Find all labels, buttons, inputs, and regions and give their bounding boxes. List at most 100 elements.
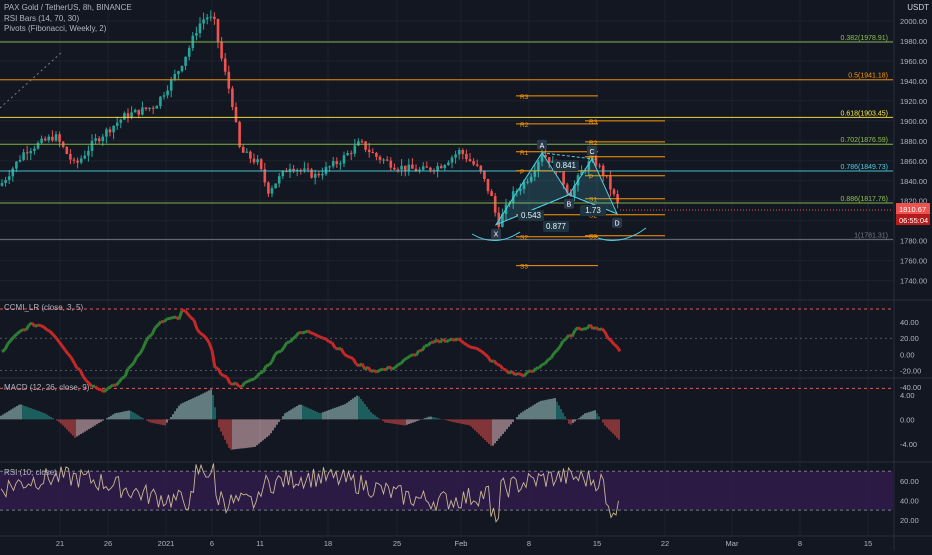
candle-body	[51, 137, 54, 141]
time-axis-label: 15	[593, 539, 601, 548]
ccmi-line-segment	[578, 328, 581, 330]
candle-body	[490, 191, 493, 196]
time-axis-label: 2021	[158, 539, 175, 548]
candle-body	[609, 176, 612, 189]
candle-body	[440, 166, 443, 168]
ccmi-line-segment	[314, 334, 317, 336]
ccmi-line-segment	[2, 350, 5, 352]
price-axis-label: 1840.00	[900, 177, 927, 186]
candle-body	[109, 129, 112, 132]
candle-body	[22, 152, 25, 160]
ccmi-line-segment	[20, 329, 23, 331]
macd-axis-label: -4.00	[900, 440, 917, 449]
candle-body	[91, 141, 94, 151]
candle-body	[321, 174, 324, 175]
ccmi-line-segment	[248, 380, 251, 382]
candle-body	[235, 107, 238, 122]
ccmi-line-segment	[527, 371, 530, 373]
candle-body	[130, 112, 133, 117]
ccmi-line-segment	[548, 358, 551, 360]
candle-body	[249, 152, 252, 159]
candle-body	[274, 183, 277, 188]
ccmi-line-segment	[110, 385, 113, 387]
candle-body	[195, 33, 198, 36]
candle-body	[483, 171, 486, 179]
candle-body	[170, 79, 173, 90]
candle-body	[346, 153, 349, 155]
candle-body	[267, 182, 270, 193]
candle-body	[368, 150, 371, 152]
ccmi-line-segment	[467, 345, 470, 347]
ccmi-line-segment	[149, 335, 152, 337]
harmonic-ratio-label: 1.73	[585, 206, 601, 215]
ccmi-line-segment	[311, 333, 314, 334]
candle-body	[314, 174, 317, 178]
harmonic-point-label: A	[540, 143, 545, 150]
chart-title[interactable]: PAX Gold / TetherUS, 8h, BINANCE	[4, 3, 132, 14]
candle-body	[206, 17, 209, 19]
indicator-rsi-bars-label[interactable]: RSI Bars (14, 70, 30)	[4, 14, 132, 25]
ccmi-line-segment	[482, 352, 485, 354]
ccmi-line-segment	[77, 368, 80, 369]
candle-body	[598, 166, 601, 167]
candle-body	[454, 154, 457, 157]
candle-body	[199, 24, 202, 34]
candle-body	[260, 159, 263, 169]
week2-pivot-label: R2	[589, 140, 598, 147]
candle-body	[73, 160, 76, 161]
fib-level-label: 0.382(1978.91)	[841, 35, 888, 42]
time-axis-label: 8	[527, 539, 531, 548]
ccmi-line-segment	[464, 343, 467, 345]
ccmi-pane-label[interactable]: CCMI_LR (close, 3, 5)	[4, 303, 83, 312]
ccmi-line-segment	[497, 365, 500, 366]
time-axis-label: Mar	[726, 539, 739, 548]
candle-body	[325, 167, 328, 174]
rsi-pane-label[interactable]: RSI (10, close)	[4, 468, 57, 477]
candle-body	[55, 134, 58, 140]
price-axis-label: 1860.00	[900, 157, 927, 166]
price-axis-label: 1740.00	[900, 277, 927, 286]
ccmi-line-segment	[170, 317, 173, 318]
ccmi-line-segment	[329, 342, 332, 343]
ccmi-line-segment	[323, 338, 326, 339]
candle-body	[163, 95, 166, 96]
ccmi-line-segment	[326, 339, 329, 342]
candle-body	[602, 166, 605, 175]
ccmi-line-segment	[608, 338, 611, 340]
harmonic-ratio-label: 0.543	[521, 211, 542, 220]
ccmi-line-segment	[542, 364, 545, 365]
candle-body	[339, 163, 342, 164]
time-axis-label: 26	[104, 539, 112, 548]
candle-body	[58, 134, 61, 142]
candle-body	[343, 155, 346, 163]
ccmi-line-segment	[398, 364, 401, 365]
macd-pane-label[interactable]: MACD (12, 26, close, 9)	[4, 383, 89, 392]
ccmi-axis-label: 40.00	[900, 318, 919, 327]
candle-body	[8, 176, 11, 180]
candle-body	[66, 147, 69, 154]
ccmi-line-segment	[410, 355, 413, 356]
fib-level-label: 0.5(1941.18)	[848, 73, 888, 80]
ccmi-line-segment	[275, 352, 278, 355]
candle-body	[271, 188, 274, 193]
price-axis-label: 1780.00	[900, 237, 927, 246]
ccmi-line-segment	[503, 369, 506, 370]
rsi-axis-label: 40.00	[900, 496, 919, 505]
candle-body	[364, 141, 367, 149]
indicator-pivots-label[interactable]: Pivots (Fibonacci, Weekly, 2)	[4, 24, 132, 35]
candle-body	[69, 154, 72, 160]
price-axis-label: 1880.00	[900, 137, 927, 146]
ccmi-line-segment	[563, 339, 566, 341]
candle-body	[105, 129, 108, 136]
ccmi-line-segment	[245, 381, 248, 382]
ccmi-line-segment	[221, 374, 224, 375]
ccmi-line-segment	[443, 339, 446, 342]
candle-body	[472, 161, 475, 164]
week1-pivot-label: S3	[520, 264, 528, 271]
candle-body	[26, 152, 29, 153]
ccmi-line-segment	[380, 369, 383, 370]
candle-body	[148, 108, 151, 109]
ccmi-line-segment	[404, 358, 407, 360]
